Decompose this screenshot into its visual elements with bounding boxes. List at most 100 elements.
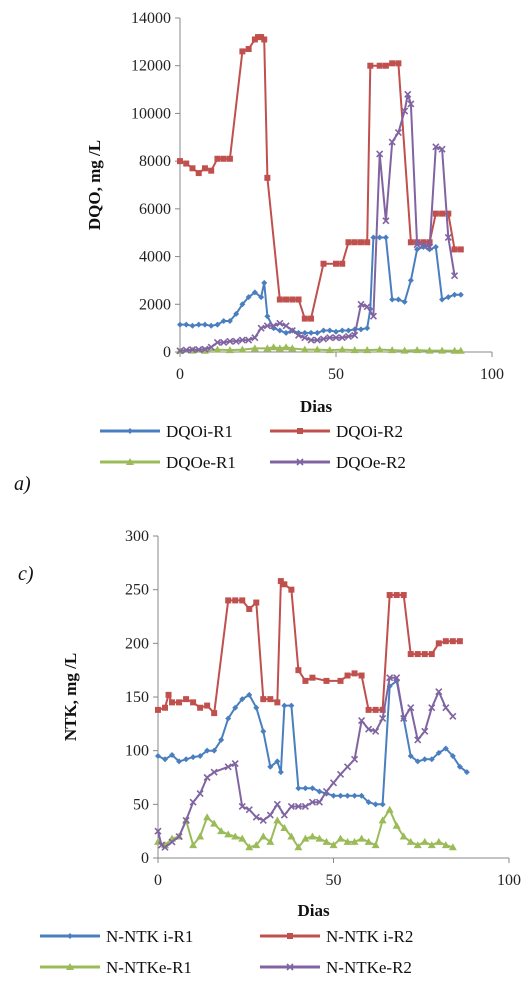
data-point — [252, 841, 261, 849]
data-point — [351, 239, 358, 246]
x-axis-label: Dias — [297, 901, 330, 920]
legend-label: DQOi-R1 — [166, 422, 233, 441]
legend-item: N-NTKe-R2 — [260, 958, 412, 977]
data-point — [301, 834, 310, 842]
data-point — [401, 107, 409, 115]
data-point — [432, 244, 439, 251]
data-point — [336, 834, 345, 842]
data-point — [379, 801, 386, 808]
legend-label: N-NTK i-R2 — [326, 927, 413, 946]
data-point — [363, 346, 372, 354]
data-point — [344, 332, 353, 341]
data-point — [329, 779, 338, 787]
data-point — [301, 802, 309, 811]
data-point — [404, 90, 412, 98]
data-point — [372, 706, 379, 713]
data-point — [162, 756, 169, 763]
data-point — [333, 328, 339, 335]
data-point — [168, 838, 176, 846]
data-point — [325, 346, 334, 354]
data-point — [259, 816, 267, 824]
data-point — [442, 704, 450, 712]
data-point — [439, 210, 446, 217]
data-point — [253, 704, 260, 711]
data-point — [414, 758, 421, 765]
data-point — [389, 60, 396, 67]
data-point — [428, 704, 436, 712]
data-point — [315, 798, 324, 806]
data-point — [251, 289, 258, 296]
data-point — [201, 345, 209, 353]
data-point — [289, 296, 296, 303]
data-point — [197, 753, 204, 760]
series-N-NTKe-R2 — [154, 674, 457, 851]
data-point — [376, 234, 383, 241]
data-point — [351, 331, 359, 339]
chart-2: 0 50 100 150 200 250 300 0 50 100 Dias NTK, mg /L c)… — [18, 528, 521, 977]
data-point — [239, 301, 246, 308]
data-point — [208, 322, 215, 329]
y-tick-label: 150 — [125, 689, 149, 706]
data-point — [190, 754, 197, 761]
data-point — [225, 715, 232, 722]
data-point — [358, 792, 365, 799]
data-point — [208, 167, 215, 174]
data-point — [295, 296, 302, 303]
data-point — [456, 346, 465, 354]
data-point — [210, 819, 219, 827]
data-point — [425, 346, 434, 354]
data-point — [288, 344, 297, 352]
data-point — [339, 260, 346, 267]
data-point — [288, 702, 295, 709]
data-point — [350, 346, 359, 354]
data-point — [183, 321, 190, 328]
data-point — [389, 296, 396, 303]
data-point — [213, 338, 222, 347]
panel-label: c) — [18, 563, 34, 585]
data-point — [320, 260, 327, 267]
data-point — [176, 758, 183, 765]
data-point — [280, 823, 289, 831]
data-point — [363, 303, 371, 311]
data-point — [370, 234, 377, 241]
data-point — [269, 343, 278, 351]
data-point — [217, 827, 226, 835]
data-point — [442, 638, 449, 645]
data-point — [301, 329, 308, 336]
data-point — [189, 322, 196, 329]
data-point — [432, 210, 439, 217]
data-point — [319, 335, 328, 343]
data-point — [332, 334, 340, 342]
data-point — [189, 165, 196, 172]
data-point — [239, 48, 246, 55]
data-point — [376, 62, 383, 69]
data-point — [393, 592, 400, 599]
data-point — [226, 155, 233, 162]
y-tick-label: 0 — [141, 850, 149, 867]
data-point — [261, 279, 268, 286]
x-tick-label: 100 — [497, 872, 521, 889]
data-point — [188, 346, 197, 354]
legend-marker — [127, 428, 133, 434]
data-point — [401, 298, 408, 305]
data-point — [450, 346, 459, 354]
data-point — [382, 217, 390, 225]
y-tick-label: 50 — [133, 796, 149, 813]
data-point — [232, 597, 239, 604]
data-point — [427, 841, 436, 849]
data-point — [393, 674, 401, 682]
data-point — [435, 688, 443, 696]
data-point — [421, 651, 428, 658]
legend-label: N-NTK i-R1 — [106, 927, 193, 946]
data-point — [338, 345, 347, 353]
legend-item: DQOe-R2 — [270, 453, 406, 472]
data-point — [213, 345, 222, 353]
data-point — [155, 753, 161, 760]
series-line — [157, 580, 460, 715]
data-point — [301, 334, 309, 342]
data-point — [395, 296, 402, 303]
data-point — [276, 296, 283, 303]
legend-label: DQOi-R2 — [336, 422, 403, 441]
data-point — [378, 816, 387, 824]
data-point — [294, 843, 303, 851]
